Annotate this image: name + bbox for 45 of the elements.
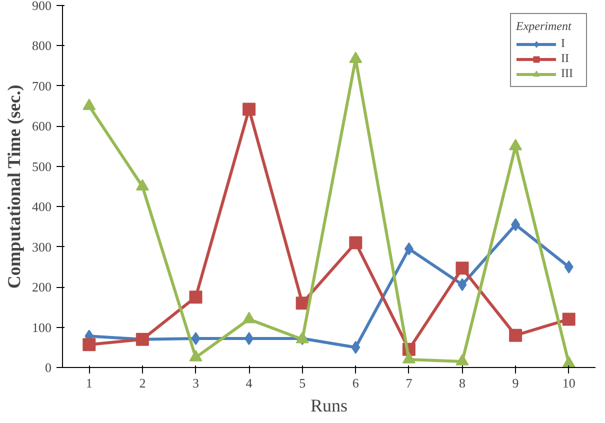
point	[82, 98, 96, 110]
point	[191, 332, 200, 346]
y-tick-label: 500	[32, 158, 52, 174]
y-tick-label: 800	[32, 38, 52, 54]
x-tick-label: 10	[562, 376, 576, 390]
point	[509, 138, 522, 150]
point	[82, 338, 96, 352]
point	[511, 218, 520, 232]
y-tick-label: 700	[32, 78, 52, 94]
x-tick-label: 2	[139, 376, 146, 390]
y-tick-label: 100	[32, 320, 52, 335]
point	[404, 242, 414, 256]
y-tick-label: 400	[32, 199, 52, 214]
x-tick-label: 7	[406, 376, 413, 390]
x-tick-label: 9	[512, 376, 519, 390]
point	[456, 262, 469, 275]
y-tick-label: 300	[32, 239, 52, 254]
y-tick-label: 200	[32, 280, 52, 295]
legend-label: I	[561, 36, 566, 51]
x-tick-label: 1	[86, 376, 92, 390]
point	[349, 52, 362, 63]
point	[562, 312, 576, 326]
y-tick-label: 600	[32, 118, 52, 134]
point	[296, 296, 309, 310]
point	[564, 260, 574, 274]
x-axis-title: Runs	[310, 396, 348, 416]
point	[458, 278, 467, 292]
point	[189, 290, 202, 304]
point	[244, 332, 254, 346]
x-tick-label: 6	[352, 376, 360, 390]
y-tick-label: 0	[45, 360, 52, 375]
point	[242, 102, 256, 116]
x-tick-label: 8	[459, 376, 466, 390]
point	[136, 179, 149, 190]
x-tick-label: 3	[192, 376, 199, 390]
point	[351, 340, 360, 354]
y-axis-title: Computational Time (sec.)	[4, 84, 24, 289]
legend-label: III	[561, 66, 574, 81]
point	[349, 236, 362, 250]
y-tick-label: 900	[32, 0, 52, 13]
legend-label: II	[561, 51, 570, 66]
x-tick-label: 4	[246, 376, 253, 390]
legend-title: Experiment	[516, 19, 572, 34]
point	[509, 328, 522, 342]
x-tick-label: 5	[299, 376, 306, 390]
